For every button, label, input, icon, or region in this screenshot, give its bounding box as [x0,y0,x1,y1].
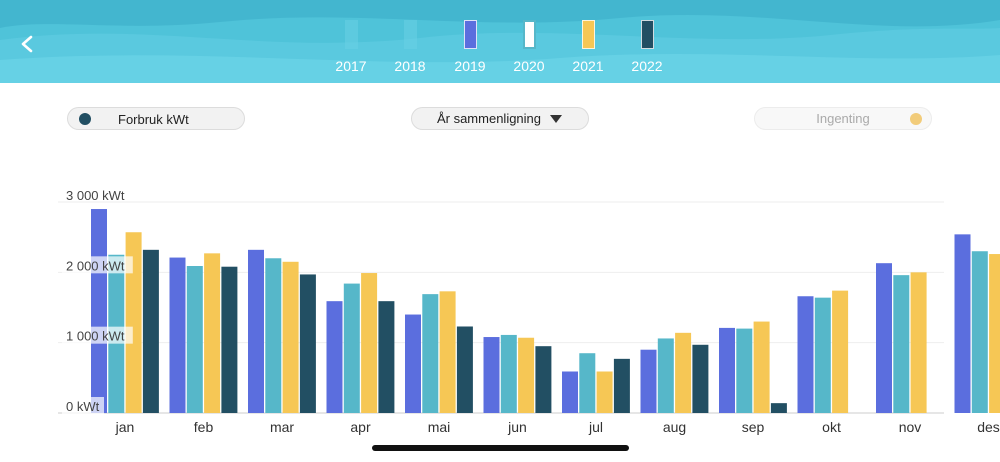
bar-okt-2019[interactable] [797,296,814,413]
year-swatch-2018[interactable] [404,20,417,49]
year-swatch-2021[interactable] [582,20,595,49]
y-tick-0: 0 kWt [62,397,104,414]
year-label-2019[interactable]: 2019 [454,58,486,74]
y-tick-2000: 2 000 kWt [62,256,133,274]
none-selector[interactable]: Ingenting [754,107,932,130]
bar-jul-2019[interactable] [562,371,578,413]
bar-jul-2021[interactable] [596,371,613,413]
x-tick-label: apr [350,419,371,435]
monthly-consumption-chart: jan feb mar apr mai jun jul aug sep okt nov des 0 kW… [58,188,1000,435]
x-tick-label: jul [588,419,603,435]
x-tick-label: feb [194,419,214,435]
x-tick-label: des [977,419,1000,435]
consumption-label: Forbruk kWt [118,112,189,127]
bar-apr-2020[interactable] [343,283,360,413]
bar-aug-2021[interactable] [675,332,692,413]
x-tick-label: sep [742,419,765,435]
consumption-color-dot [79,113,91,125]
bar-jan-2021[interactable] [125,232,142,413]
bar-feb-2022[interactable] [221,266,238,413]
bar-feb-2019[interactable] [169,257,186,413]
bar-des-2021[interactable] [989,254,1000,413]
year-label-2018[interactable]: 2018 [394,58,426,74]
x-tick-label: nov [899,419,922,435]
y-tick-label-backdrop [62,397,104,414]
consumption-selector[interactable]: Forbruk kWt [67,107,245,130]
bar-sep-2020[interactable] [736,328,753,413]
bar-des-2019[interactable] [954,234,971,413]
bar-sep-2019[interactable] [719,327,735,413]
year-swatch-2022[interactable] [641,20,654,49]
bar-okt-2021[interactable] [832,290,849,413]
bar-nov-2020[interactable] [893,275,910,413]
bar-jul-2022[interactable] [613,358,630,413]
bar-okt-2020[interactable] [814,297,831,413]
y-tick-3000: 3 000 kWt [66,188,125,203]
bar-mar-2022[interactable] [299,274,316,413]
bar-apr-2022[interactable] [378,301,395,413]
x-tick-label: mar [270,419,294,435]
none-label: Ingenting [816,111,870,126]
bar-mai-2022[interactable] [456,326,473,413]
bar-aug-2019[interactable] [640,349,657,413]
bar-feb-2021[interactable] [204,253,221,413]
bar-jun-2022[interactable] [535,346,552,413]
bar-mai-2019[interactable] [405,314,421,413]
y-tick-label: 0 kWt [66,399,100,414]
year-swatch-2017[interactable] [345,20,358,49]
y-tick-label: 1 000 kWt [66,329,125,344]
home-indicator[interactable] [372,445,629,451]
x-tick-label: mai [428,419,451,435]
year-header: 2017 2018 2019 2020 2021 2022 [0,0,1000,83]
bar-aug-2020[interactable] [657,338,674,413]
bar-jun-2019[interactable] [483,337,500,413]
bar-mar-2019[interactable] [248,249,264,413]
bar-mai-2020[interactable] [422,294,439,413]
year-label-2020[interactable]: 2020 [513,58,545,74]
year-swatch-2019[interactable] [464,20,477,49]
y-tick-label-backdrop [62,326,133,344]
bar-sep-2021[interactable] [753,321,770,413]
bar-jun-2021[interactable] [518,337,535,413]
chevron-left-icon [21,35,33,53]
y-tick-label-backdrop [62,256,133,274]
x-tick-label: jun [507,419,527,435]
bar-apr-2019[interactable] [326,301,343,413]
comparison-dropdown[interactable]: År sammenligning [411,107,589,130]
bar-mar-2021[interactable] [282,261,299,413]
bar-jul-2020[interactable] [579,353,596,413]
bar-sep-2022[interactable] [770,403,787,413]
bar-jan-2019[interactable] [91,209,107,413]
bar-des-2020[interactable] [971,251,988,413]
x-tick-label: jan [115,419,135,435]
year-label-2021[interactable]: 2021 [572,58,604,74]
none-color-dot [910,113,922,125]
bar-jun-2020[interactable] [500,334,517,413]
bar-mar-2020[interactable] [265,258,282,413]
y-tick-1000: 1 000 kWt [62,326,133,344]
header-wave-background [0,0,1000,83]
bar-nov-2021[interactable] [910,272,927,413]
year-label-2017[interactable]: 2017 [335,58,367,74]
y-tick-label: 2 000 kWt [66,258,125,273]
y-tick-label: 3 000 kWt [66,188,125,203]
x-tick-label: okt [822,419,841,435]
year-swatch-2020[interactable] [523,20,536,49]
comparison-label: År sammenligning [436,111,542,126]
caret-down-icon [550,114,563,123]
year-label-2022[interactable]: 2022 [631,58,663,74]
bar-aug-2022[interactable] [692,344,709,413]
bar-jan-2022[interactable] [142,249,159,413]
bar-feb-2020[interactable] [186,266,203,413]
bar-nov-2019[interactable] [876,263,892,413]
bar-apr-2021[interactable] [361,273,378,413]
x-tick-label: aug [663,419,686,435]
bar-mai-2021[interactable] [439,291,456,413]
back-button[interactable] [14,30,40,58]
